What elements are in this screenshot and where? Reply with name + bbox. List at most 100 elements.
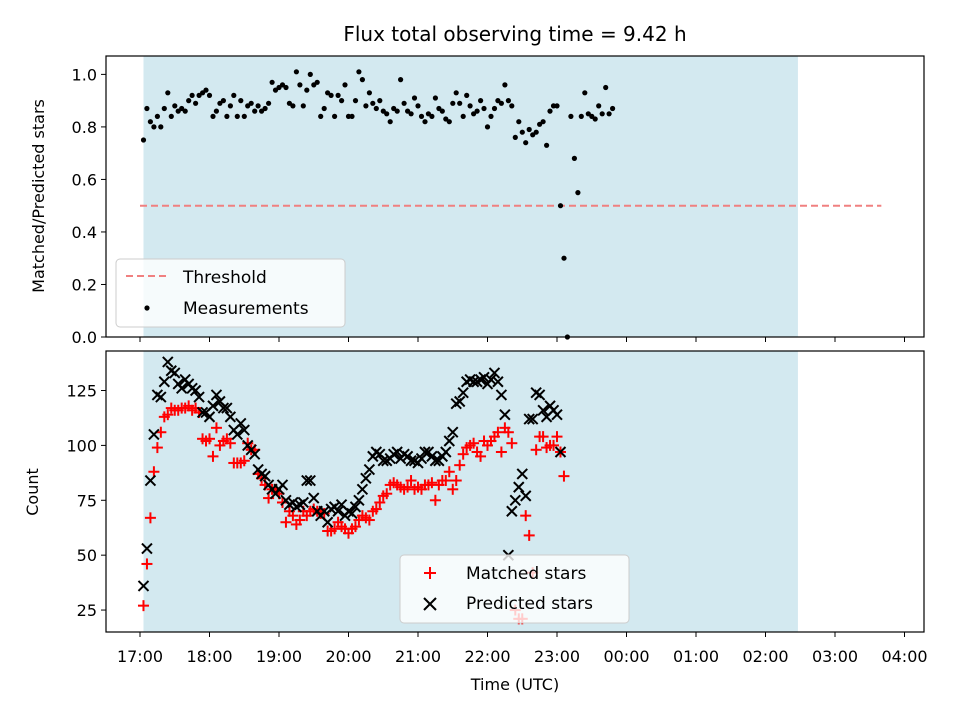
measurement-point (224, 113, 230, 119)
matched-star-point (426, 477, 438, 489)
measurement-point (193, 100, 199, 106)
measurement-point (283, 84, 289, 91)
matched-star-point (523, 529, 535, 541)
measurement-point (599, 111, 605, 117)
measurement-point (384, 111, 390, 117)
predicted-star-point (346, 507, 358, 520)
predicted-star-point (440, 446, 452, 458)
measurement-point (432, 95, 438, 101)
predicted-star-point (148, 428, 160, 441)
x-tick-label: 01:00 (673, 647, 719, 666)
measurement-point (352, 98, 359, 104)
measurement-point (401, 100, 407, 106)
predicted-star-point (349, 501, 362, 513)
y-tick-label: 100 (66, 436, 97, 455)
measurement-points (140, 69, 616, 340)
bottom-y-ticks: 25 50 75 100 125 (66, 382, 106, 620)
measurement-point (262, 105, 268, 112)
predicted-star-point (356, 483, 369, 496)
measurement-point (349, 113, 355, 119)
predicted-star-point (238, 424, 250, 436)
measurement-point (297, 82, 303, 88)
measurement-point (172, 103, 178, 109)
bottom-plot-frame (105, 350, 925, 633)
predicted-star-point (158, 376, 171, 388)
measurement-point (241, 113, 247, 119)
predicted-star-point (231, 428, 244, 441)
measurement-point (342, 82, 348, 88)
measurement-point (314, 79, 320, 85)
predicted-star-point (485, 373, 497, 386)
legend-measurements-label: Measurements (183, 299, 309, 319)
measurement-point (234, 113, 240, 119)
x-tick-label: 02:00 (742, 647, 788, 666)
measurement-point (266, 100, 272, 106)
measurement-point (519, 129, 525, 135)
measurement-point (252, 108, 258, 114)
predicted-star-point (495, 389, 508, 401)
top-legend-box (115, 258, 346, 328)
matched-star-point (363, 514, 375, 526)
predicted-star-point (516, 468, 528, 480)
matched-star-point (457, 448, 469, 460)
predicted-star-point (259, 470, 271, 482)
matched-star-point (506, 437, 518, 449)
measurement-point (523, 140, 529, 146)
bottom-y-axis-label: Count (23, 468, 42, 516)
measurement-point (307, 71, 313, 77)
measurement-point (356, 69, 362, 75)
matched-star-point (450, 475, 462, 487)
measurement-point (575, 190, 581, 196)
measurement-point (158, 124, 164, 130)
bottom-panel: 25 50 75 100 125 17:00 18:00 19:00 20:00 21:00 22… (23, 350, 928, 694)
x-tick-label: 17:00 (117, 647, 163, 666)
measurement-point (387, 119, 393, 125)
measurement-point (495, 98, 501, 104)
predicted-star-point (551, 408, 563, 421)
measurement-point (328, 92, 334, 98)
measurement-point (304, 87, 310, 93)
y-tick-label: 75 (77, 491, 97, 510)
predicted-star-point (276, 479, 289, 491)
measurement-point (592, 116, 598, 122)
measurement-point (540, 119, 546, 125)
legend-threshold-label: Threshold (182, 268, 267, 288)
measurement-point (206, 92, 213, 98)
predicted-star-point (321, 516, 334, 528)
matched-star-point (349, 521, 361, 533)
measurement-point (526, 126, 532, 133)
matched-star-point (370, 503, 382, 515)
matched-star-point (530, 444, 542, 456)
legend-matched-label: Matched stars (466, 564, 586, 584)
measurement-point (398, 77, 404, 83)
matched-star-point (238, 455, 250, 467)
matched-star-point (294, 514, 306, 526)
matched-star-point (495, 446, 507, 458)
matched-star-point (287, 510, 299, 522)
predicted-star-point (203, 411, 216, 423)
measurement-point (464, 92, 470, 98)
predicted-star-point (155, 391, 167, 403)
measurement-point (339, 98, 345, 104)
predicted-star-point (360, 472, 372, 485)
measurement-point (443, 116, 449, 122)
predicted-star-point (353, 494, 365, 506)
y-tick-label: 50 (77, 546, 97, 565)
matched-star-point (144, 512, 156, 524)
x-tick-label: 04:00 (881, 647, 927, 666)
predicted-star-point (193, 391, 205, 403)
matched-star-point (329, 523, 341, 535)
bottom-x-ticks: 17:00 18:00 19:00 20:00 21:00 22:00 23:00 00:00… (117, 632, 928, 666)
measurement-point (373, 105, 379, 112)
bottom-legend-box (399, 554, 630, 624)
measurement-point (335, 92, 341, 98)
predicted-star-point (523, 413, 535, 425)
measurement-point (165, 90, 171, 96)
measurement-point (610, 105, 616, 112)
measurement-point (439, 108, 445, 114)
matched-star-point (402, 481, 414, 493)
predicted-star-point (488, 367, 501, 379)
measurement-point (533, 129, 539, 135)
predicted-star-point (509, 494, 522, 506)
measurement-point (182, 108, 188, 114)
